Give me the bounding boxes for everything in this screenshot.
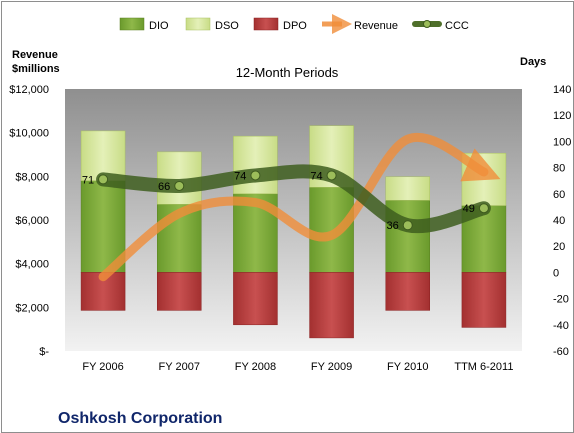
label-ccc: 74 xyxy=(310,170,322,182)
legend-label-dso: DSO xyxy=(215,20,239,32)
label-ccc: 74 xyxy=(234,170,246,182)
right-axis-title: Days xyxy=(520,56,546,68)
legend-label-revenue: Revenue xyxy=(354,20,398,32)
point-ccc xyxy=(402,220,413,231)
bar-dpo xyxy=(309,272,354,339)
bar-dpo xyxy=(385,272,430,311)
left-tick-label: $2,000 xyxy=(15,302,49,314)
point-ccc xyxy=(250,170,261,181)
legend-label-ccc: CCC xyxy=(445,20,469,32)
chart-title: 12-Month Periods xyxy=(236,65,339,80)
bar-dio xyxy=(309,187,354,273)
company-name: Oshkosh Corporation xyxy=(58,410,222,427)
point-ccc xyxy=(326,170,337,181)
category-label: FY 2007 xyxy=(159,361,200,373)
left-tick-label: $12,000 xyxy=(9,84,49,96)
category-label: FY 2009 xyxy=(311,361,352,373)
legend-swatch-dpo xyxy=(253,17,279,31)
left-tick-label: $6,000 xyxy=(15,215,49,227)
right-tick-label: 140 xyxy=(553,84,571,96)
legend-swatch-dso xyxy=(185,17,211,31)
right-tick-label: 40 xyxy=(553,215,565,227)
bar-dpo xyxy=(233,272,278,326)
legend-marker-ccc xyxy=(423,20,431,28)
right-tick-label: 20 xyxy=(553,241,565,253)
axes-group: $- $2,000 $4,000 $6,000 $8,000 $10,000 $12,000… xyxy=(9,84,571,373)
legend-swatch-dio xyxy=(119,17,145,31)
right-tick-label: 80 xyxy=(553,163,565,175)
left-tick-label: $4,000 xyxy=(15,259,49,271)
bar-dso xyxy=(233,135,278,195)
category-label: FY 2006 xyxy=(82,361,123,373)
line-revenue xyxy=(98,132,501,282)
right-tick-label: 60 xyxy=(553,189,565,201)
category-label: FY 2010 xyxy=(387,361,428,373)
legend: DIO DSO DPO Revenue CCC xyxy=(119,14,469,34)
lines-group: 71 66 74 74 36 49 xyxy=(82,132,501,282)
legend-label-dpo: DPO xyxy=(283,20,307,32)
point-ccc xyxy=(174,180,185,191)
bar-dpo xyxy=(461,272,507,328)
category-label: TTM 6-2011 xyxy=(454,361,513,373)
category-label: FY 2008 xyxy=(235,361,276,373)
label-ccc: 49 xyxy=(463,203,475,215)
point-ccc xyxy=(98,174,109,185)
right-tick-label: -40 xyxy=(553,320,569,332)
left-axis-title-line2: $millions xyxy=(12,63,60,75)
right-tick-label: -20 xyxy=(553,294,569,306)
label-ccc: 71 xyxy=(82,174,94,186)
legend-label-dio: DIO xyxy=(149,20,169,32)
left-tick-label: $- xyxy=(39,346,49,358)
left-axis-title-line1: Revenue xyxy=(12,49,58,61)
bar-dpo xyxy=(157,272,202,311)
right-tick-label: 0 xyxy=(553,267,559,279)
right-tick-label: 120 xyxy=(553,110,571,122)
left-tick-label: $8,000 xyxy=(15,171,49,183)
right-tick-label: -60 xyxy=(553,346,569,358)
right-tick-label: 100 xyxy=(553,136,571,148)
bar-dso xyxy=(385,176,430,201)
left-tick-label: $10,000 xyxy=(9,128,49,140)
label-ccc: 36 xyxy=(387,220,399,232)
point-ccc xyxy=(478,203,489,214)
label-ccc: 66 xyxy=(158,181,170,193)
